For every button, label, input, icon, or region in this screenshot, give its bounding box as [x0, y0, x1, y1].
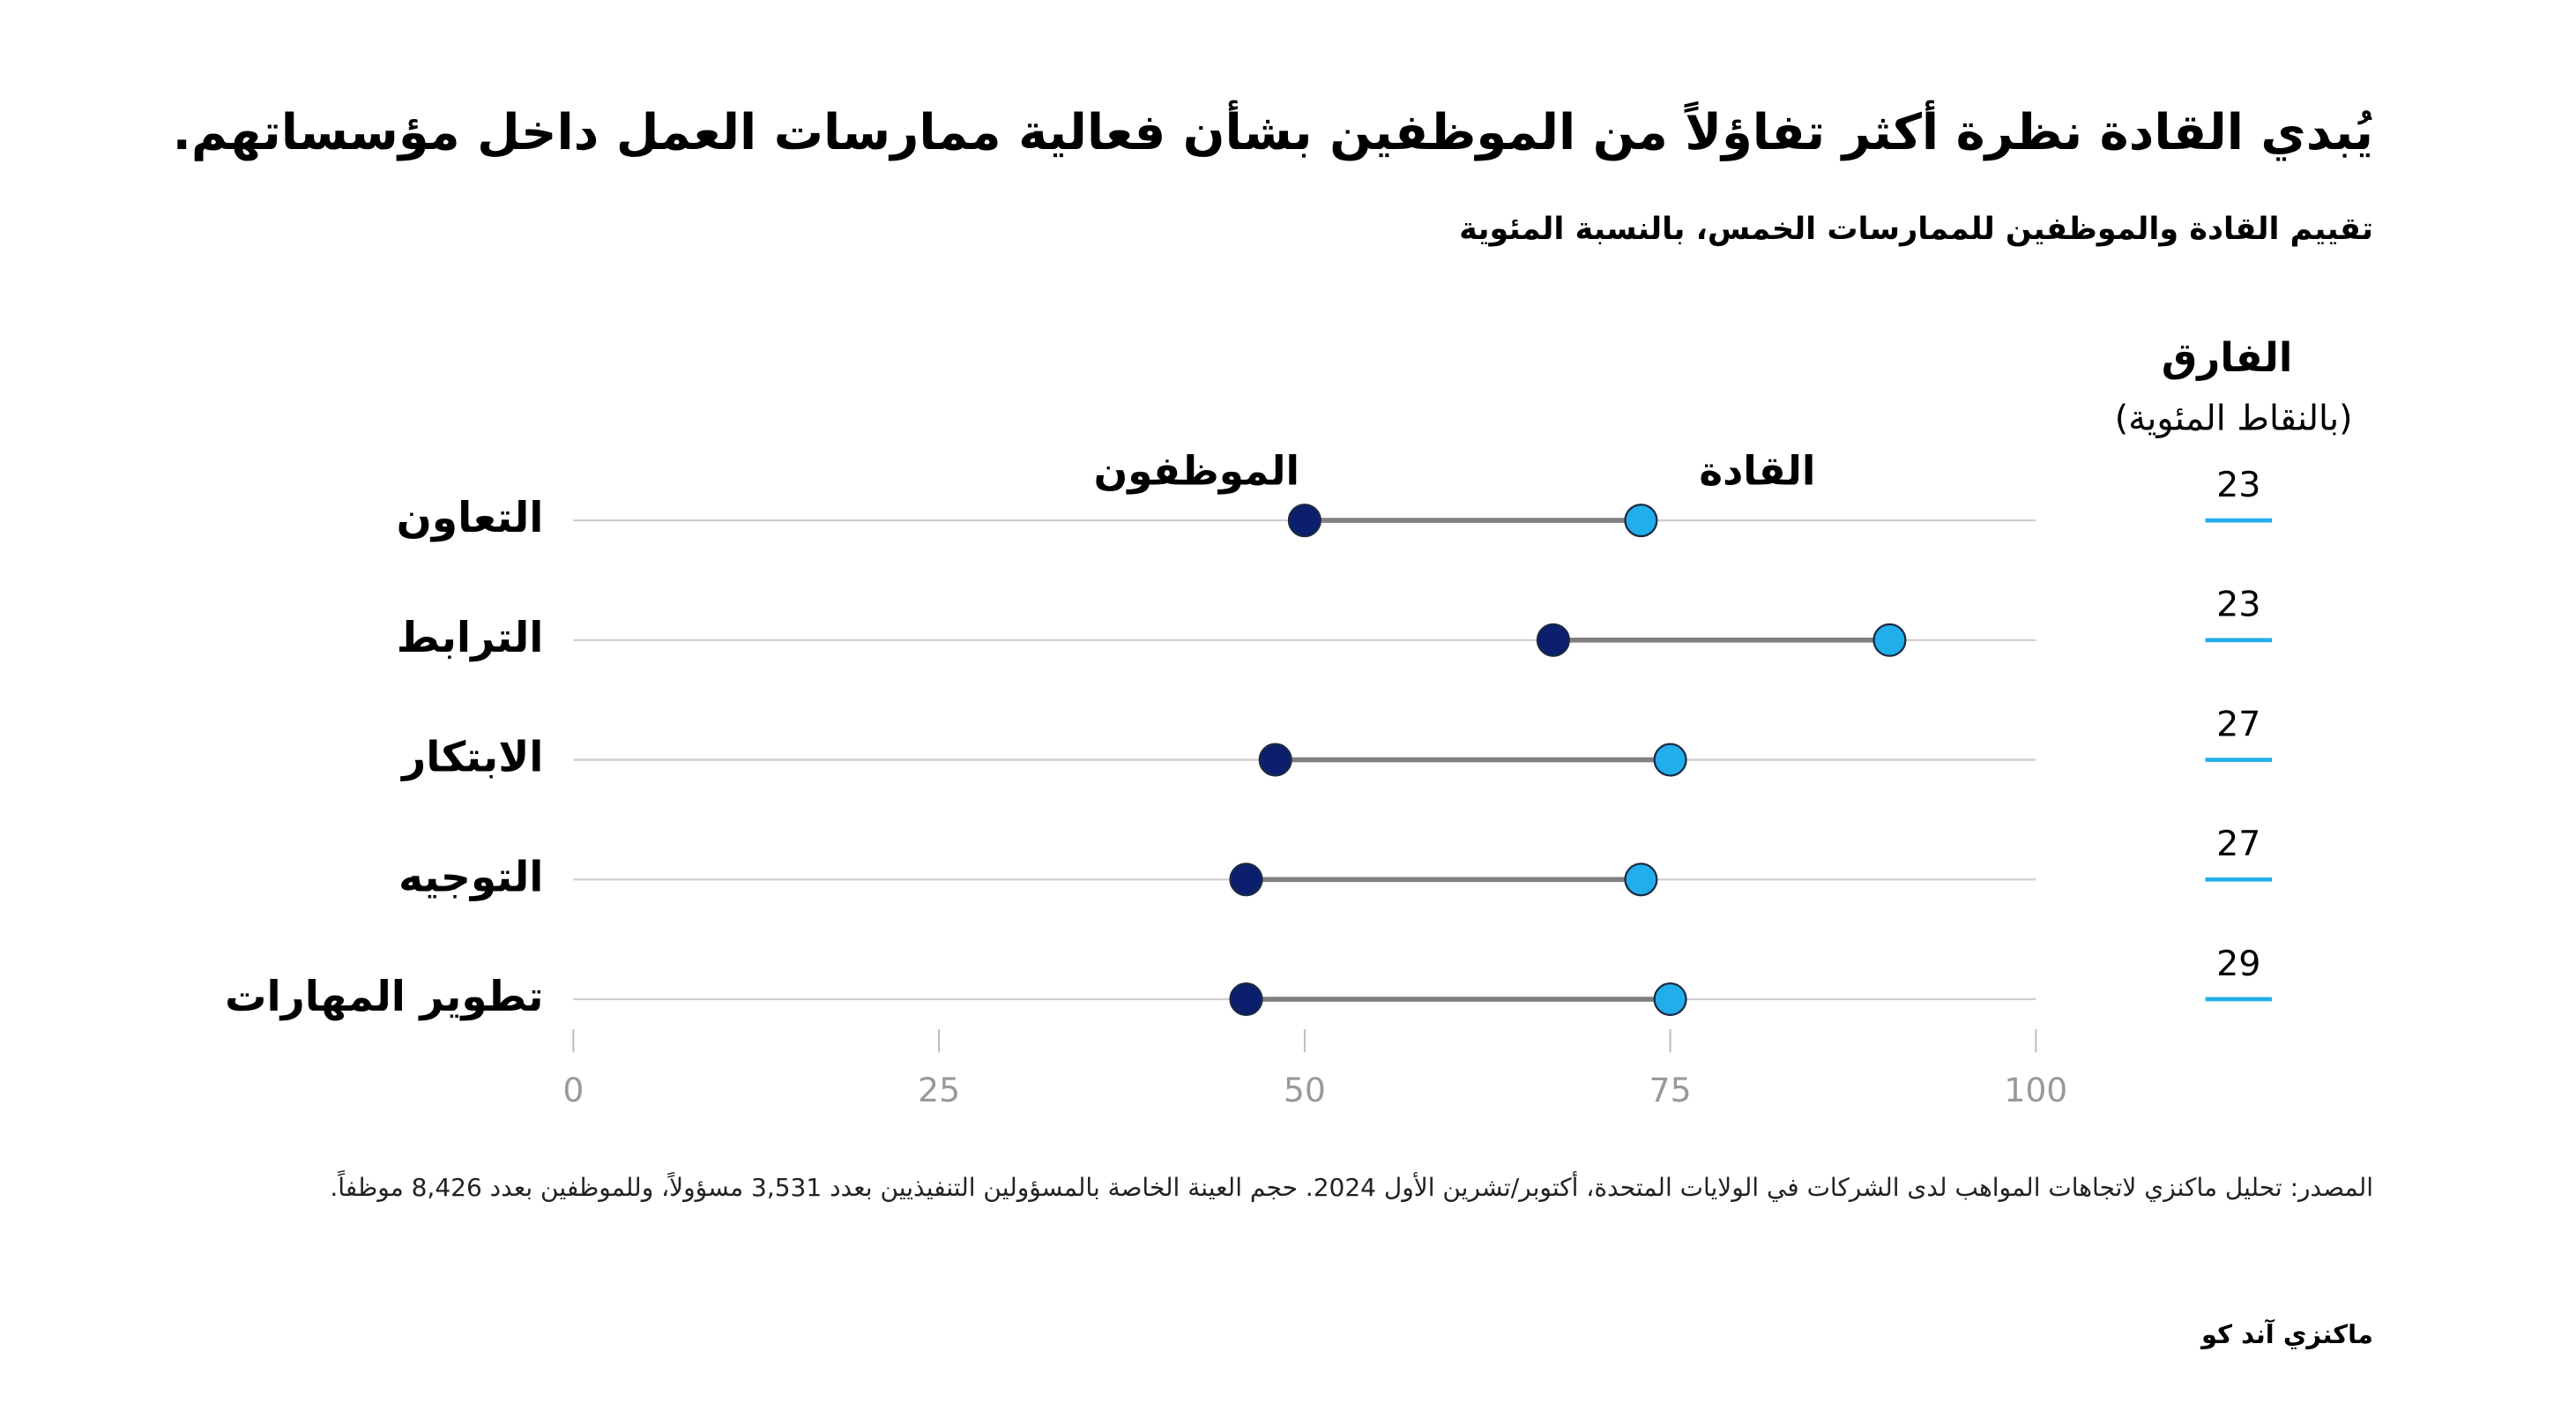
category-label: الترابط — [397, 614, 544, 662]
dot — [1229, 862, 1263, 897]
dot — [1229, 982, 1263, 1017]
brand: ماكنزي آند كو — [2201, 1319, 2373, 1349]
x-tick-label: 100 — [2004, 1071, 2067, 1109]
dot — [1872, 623, 1907, 657]
legend-label: القادة — [1699, 447, 1815, 494]
x-tick-label: 0 — [562, 1071, 584, 1109]
dot — [1287, 504, 1322, 538]
legend-label: الموظفون — [1094, 447, 1299, 494]
difference-value: 27 — [2216, 824, 2260, 864]
category-label: تطوير المهارات — [225, 973, 543, 1021]
chart-subtitle: تقييم القادة والموظفين للممارسات الخمس، … — [1459, 212, 2373, 247]
dot — [1624, 504, 1658, 538]
dot — [1653, 982, 1687, 1017]
difference-subtitle: (بالنقاط المئوية) — [2115, 398, 2353, 438]
category-label: التوجيه — [398, 853, 543, 901]
x-tick-label: 25 — [918, 1071, 960, 1109]
difference-title: الفارق — [2162, 334, 2293, 381]
x-tick-label: 50 — [1284, 1071, 1326, 1109]
difference-value: 23 — [2216, 465, 2260, 505]
source-note: المصدر: تحليل ماكنزي لاتجاهات المواهب لد… — [330, 1173, 2373, 1202]
chart-title: يُبدي القادة نظرة أكثر تفاؤلاً من الموظف… — [172, 104, 2373, 161]
dot — [1258, 743, 1292, 777]
difference-value: 29 — [2216, 944, 2260, 984]
x-tick-label: 75 — [1649, 1071, 1692, 1109]
category-label: الابتكار — [400, 734, 543, 782]
dot — [1536, 623, 1570, 657]
difference-value: 27 — [2216, 704, 2260, 744]
difference-value: 23 — [2216, 585, 2260, 625]
dot — [1624, 862, 1658, 897]
dot — [1653, 743, 1687, 777]
category-label: التعاون — [397, 494, 544, 542]
